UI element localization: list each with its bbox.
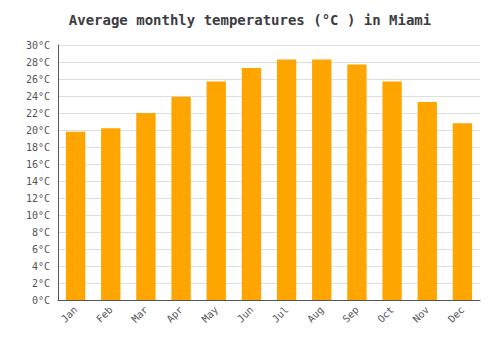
svg-text:Sep: Sep xyxy=(340,304,361,325)
svg-text:0°C: 0°C xyxy=(32,295,50,306)
svg-text:Apr: Apr xyxy=(164,304,185,325)
svg-text:30°C: 30°C xyxy=(26,40,50,51)
svg-text:4°C: 4°C xyxy=(32,261,50,272)
svg-text:Aug: Aug xyxy=(305,304,326,325)
svg-text:14°C: 14°C xyxy=(26,176,50,187)
svg-text:18°C: 18°C xyxy=(26,142,50,153)
svg-text:12°C: 12°C xyxy=(26,193,50,204)
svg-text:2°C: 2°C xyxy=(32,278,50,289)
svg-text:24°C: 24°C xyxy=(26,91,50,102)
svg-text:Mar: Mar xyxy=(129,304,150,325)
svg-text:20°C: 20°C xyxy=(26,125,50,136)
svg-text:6°C: 6°C xyxy=(32,244,50,255)
svg-text:Nov: Nov xyxy=(411,304,432,325)
svg-text:8°C: 8°C xyxy=(32,227,50,238)
svg-text:22°C: 22°C xyxy=(26,108,50,119)
svg-text:Jan: Jan xyxy=(59,304,80,325)
svg-text:Dec: Dec xyxy=(446,304,467,325)
svg-text:Feb: Feb xyxy=(94,304,115,325)
svg-text:Oct: Oct xyxy=(375,304,396,325)
svg-text:26°C: 26°C xyxy=(26,74,50,85)
svg-text:10°C: 10°C xyxy=(26,210,50,221)
svg-text:Jun: Jun xyxy=(235,304,256,325)
svg-text:Average monthly temperatures (: Average monthly temperatures (°C ) in Mi… xyxy=(69,12,431,28)
svg-text:16°C: 16°C xyxy=(26,159,50,170)
svg-text:May: May xyxy=(200,304,221,325)
svg-text:28°C: 28°C xyxy=(26,57,50,68)
svg-text:Jul: Jul xyxy=(270,304,291,325)
